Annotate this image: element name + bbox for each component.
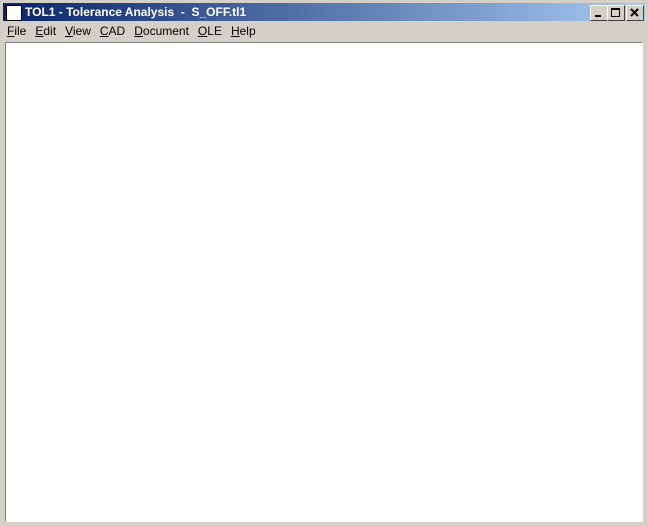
menu-item[interactable]: Document <box>134 24 189 38</box>
window-title: TOL1 - Tolerance Analysis - S_OFF.tl1 <box>25 5 247 19</box>
title-bar: TOL1 - Tolerance Analysis - S_OFF.tl1 Ap… <box>3 3 645 21</box>
menu-item[interactable]: View <box>65 24 91 38</box>
menu-item[interactable]: Help <box>230 24 256 38</box>
close-button[interactable] <box>626 5 644 21</box>
maximize-button[interactable] <box>607 5 625 21</box>
menu-bar: File Edit View CAD Document OLE Help <box>3 22 645 41</box>
client-area <box>5 42 643 522</box>
menu-item[interactable]: File <box>7 24 27 38</box>
menu-item[interactable]: CAD <box>99 24 126 38</box>
menu-item[interactable]: OLE <box>197 24 222 38</box>
menu-item[interactable]: Edit <box>35 24 57 38</box>
app-icon <box>6 5 22 21</box>
